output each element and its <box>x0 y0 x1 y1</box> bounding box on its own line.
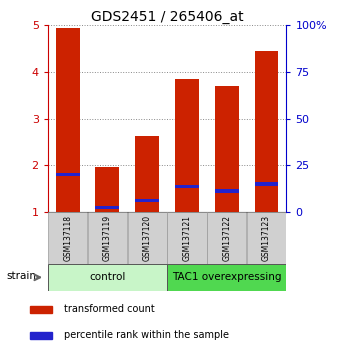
Text: control: control <box>89 272 125 282</box>
Bar <box>88 212 127 264</box>
Bar <box>215 189 239 193</box>
Bar <box>56 173 79 176</box>
Text: GSM137118: GSM137118 <box>63 215 72 261</box>
Text: TAC1 overexpressing: TAC1 overexpressing <box>172 272 282 282</box>
Text: GSM137119: GSM137119 <box>103 215 112 261</box>
Bar <box>135 199 159 202</box>
Bar <box>30 306 52 313</box>
Text: percentile rank within the sample: percentile rank within the sample <box>64 330 229 340</box>
Bar <box>255 182 279 185</box>
Bar <box>30 332 52 339</box>
Bar <box>167 212 207 264</box>
Bar <box>95 167 119 212</box>
Bar <box>128 212 167 264</box>
Bar <box>167 264 286 291</box>
Bar <box>175 185 199 188</box>
Bar <box>247 212 286 264</box>
Bar <box>48 264 167 291</box>
Bar <box>56 28 79 212</box>
Text: strain: strain <box>7 271 37 281</box>
Text: transformed count: transformed count <box>64 304 154 314</box>
Bar <box>215 86 239 212</box>
Title: GDS2451 / 265406_at: GDS2451 / 265406_at <box>91 10 243 24</box>
Text: GSM137120: GSM137120 <box>143 215 152 261</box>
Text: GSM137122: GSM137122 <box>222 215 231 261</box>
Bar <box>255 51 279 212</box>
Bar <box>135 136 159 212</box>
Bar <box>207 212 247 264</box>
Bar <box>48 212 87 264</box>
Text: GSM137123: GSM137123 <box>262 215 271 261</box>
Bar <box>175 79 199 212</box>
Bar <box>95 206 119 209</box>
Text: GSM137121: GSM137121 <box>182 215 192 261</box>
